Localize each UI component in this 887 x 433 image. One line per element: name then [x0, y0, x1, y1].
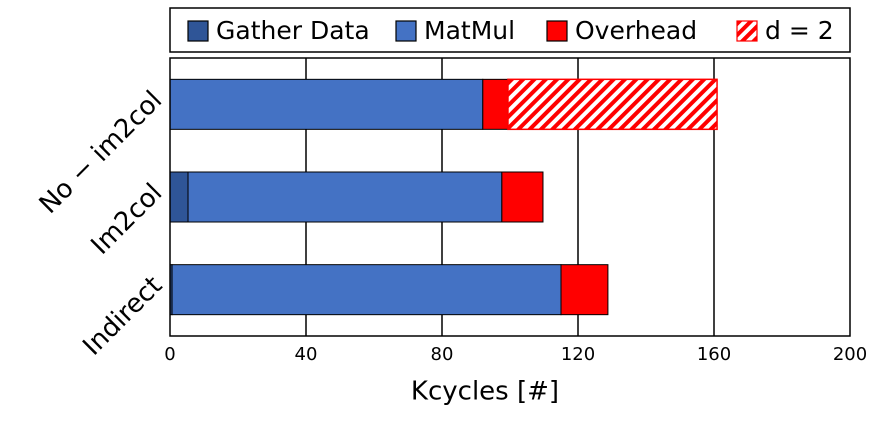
bar-segment — [507, 78, 718, 131]
legend-label: d = 2 — [765, 16, 834, 45]
bar-segment — [169, 171, 189, 223]
bar-segment — [169, 78, 484, 130]
legend-swatch — [395, 20, 417, 42]
x-tick-label: 80 — [431, 344, 454, 365]
x-tick-label: 0 — [164, 344, 175, 365]
bar-segment — [187, 171, 503, 223]
legend-label: Gather Data — [216, 16, 370, 45]
x-axis-label: Kcycles [#] — [411, 377, 559, 407]
x-tick-label: 120 — [561, 344, 595, 365]
y-tick-label: Im2col — [86, 178, 169, 261]
y-tick-label: Indirect — [77, 271, 168, 362]
plot-frame — [169, 57, 851, 337]
x-tick-label: 200 — [833, 344, 867, 365]
bar-segment — [482, 78, 509, 130]
bar-segment — [171, 264, 562, 316]
legend-swatch — [546, 20, 568, 42]
legend-label: MatMul — [424, 16, 515, 45]
legend-swatch — [736, 20, 758, 42]
x-tick-label: 160 — [697, 344, 731, 365]
x-tick-label: 40 — [295, 344, 318, 365]
bar-segment — [501, 171, 544, 223]
bar-segment — [560, 264, 609, 316]
legend-swatch — [187, 20, 209, 42]
legend-label: Overhead — [575, 16, 697, 45]
